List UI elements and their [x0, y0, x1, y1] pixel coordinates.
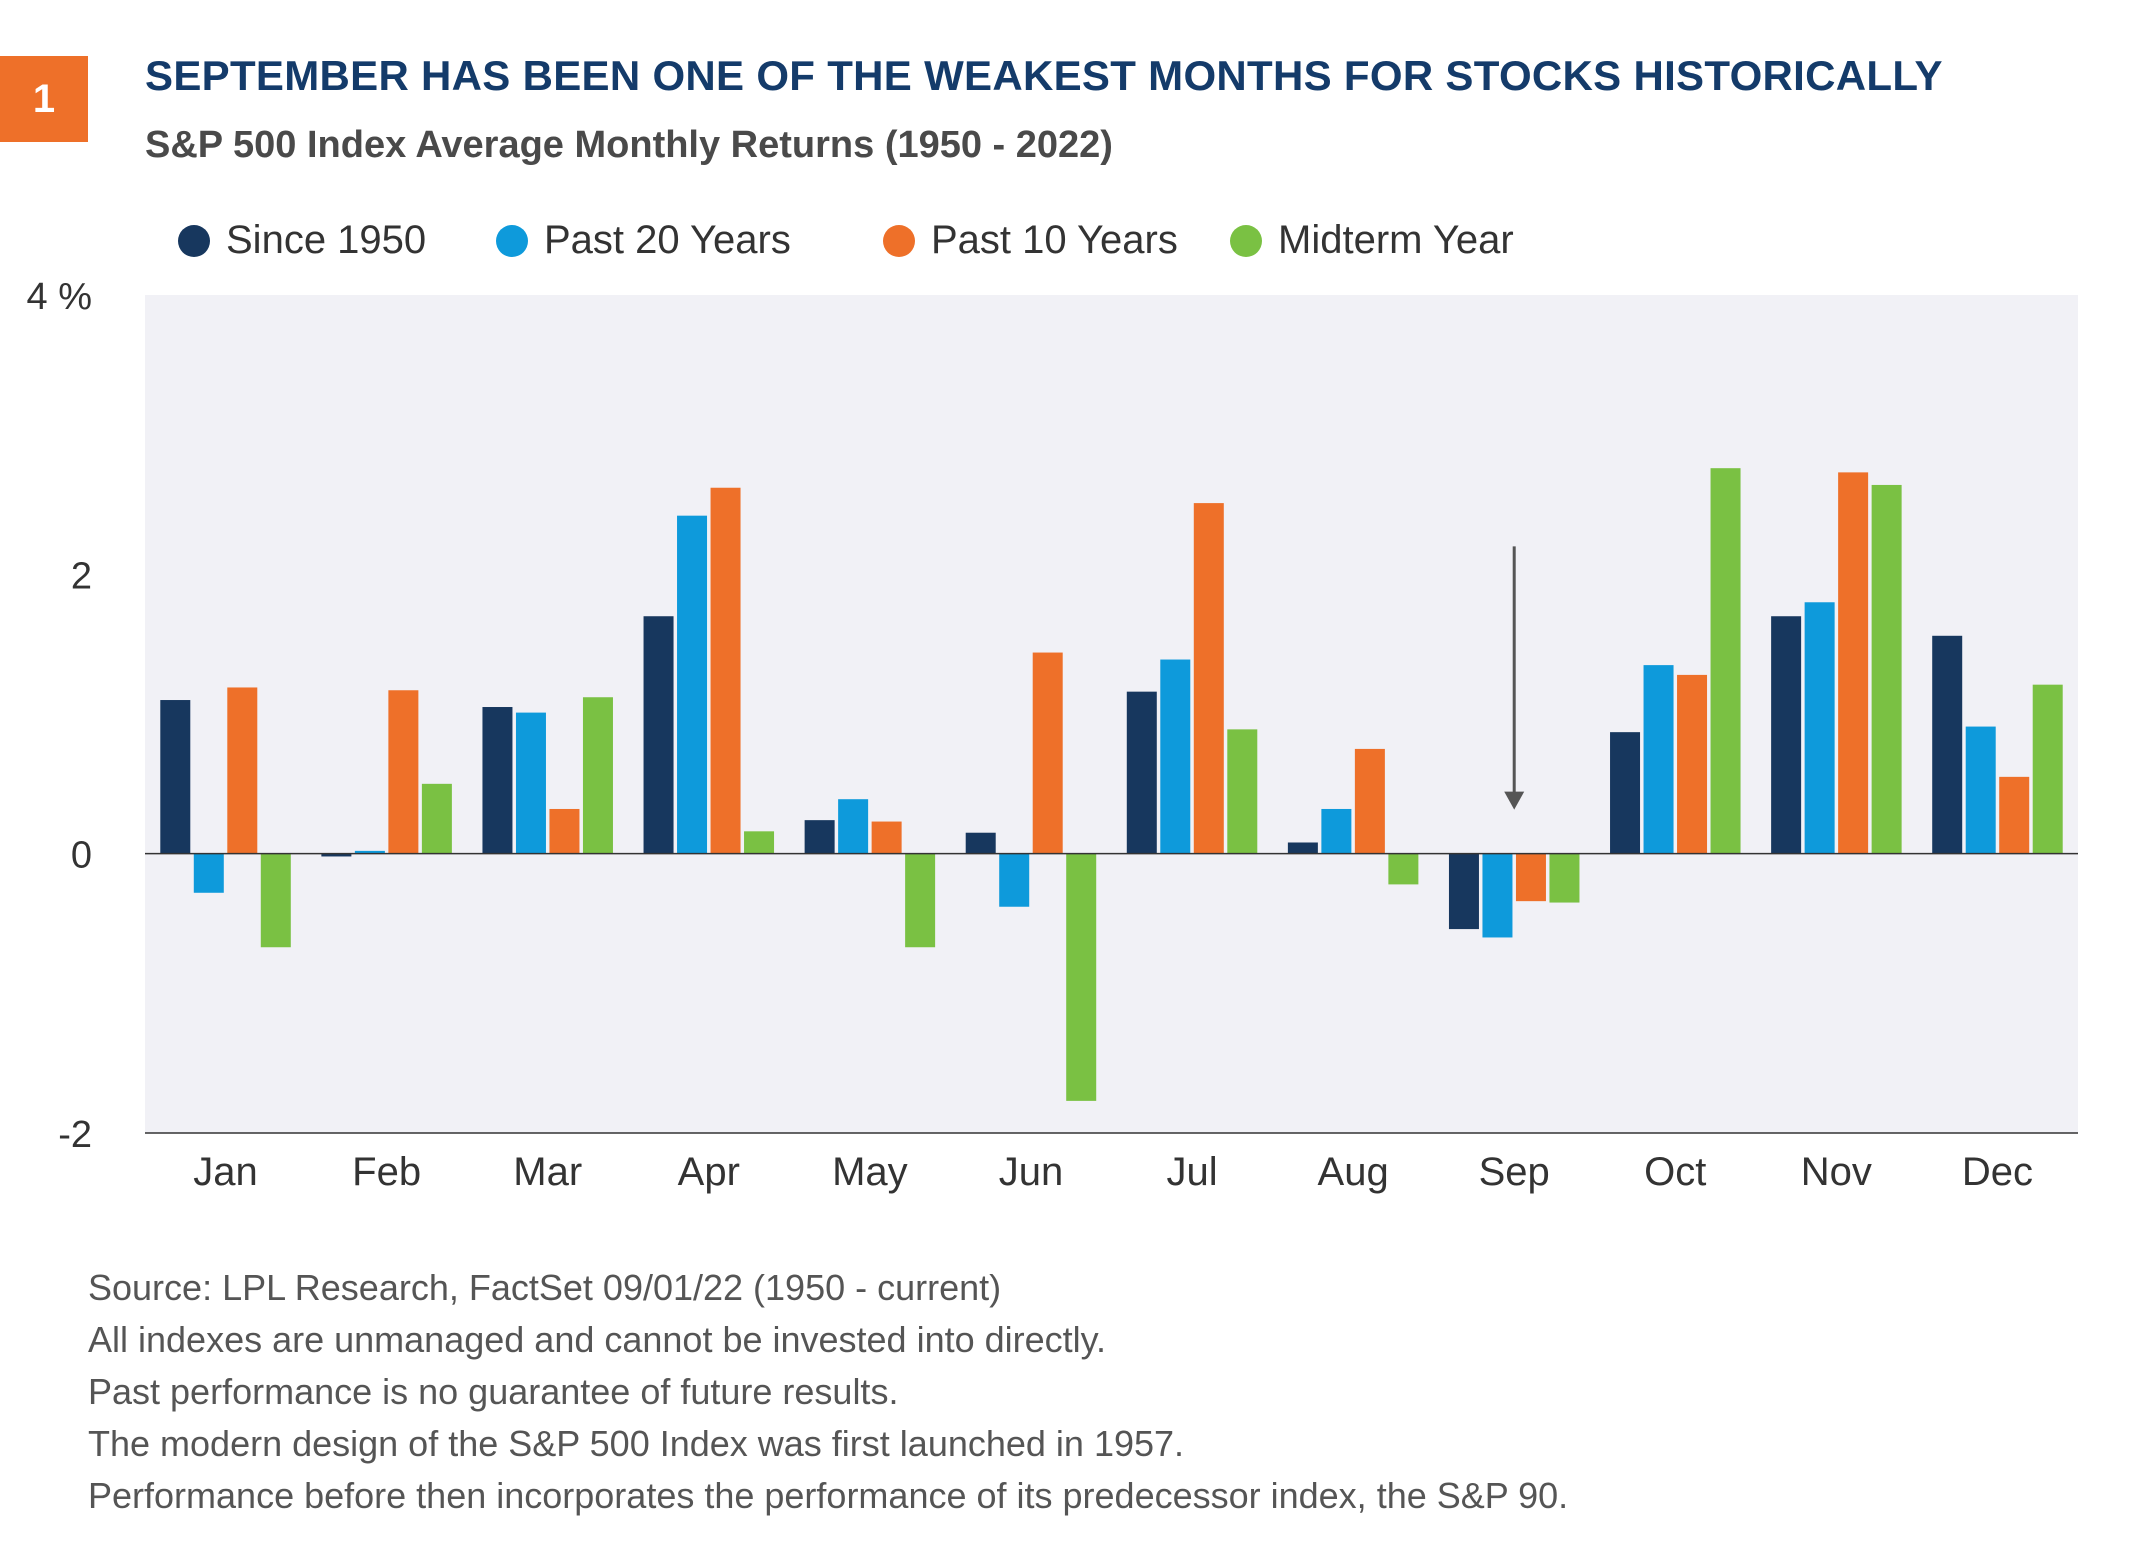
- bar-since-1950: [1610, 732, 1641, 854]
- disclaimer-line: The modern design of the S&P 500 Index w…: [88, 1423, 1185, 1464]
- x-tick-label: Jan: [193, 1150, 258, 1194]
- disclaimer-line: Past performance is no guarantee of futu…: [88, 1371, 899, 1412]
- legend-label: Past 10 Years: [931, 218, 1178, 262]
- bar-midterm-year: [2032, 684, 2063, 854]
- x-tick-label: Jul: [1166, 1150, 1217, 1194]
- bar-past-10-years: [1354, 748, 1385, 854]
- x-tick-label: Nov: [1801, 1150, 1872, 1194]
- bar-since-1950: [482, 707, 513, 854]
- x-tick-label: Jun: [999, 1150, 1064, 1194]
- bar-midterm-year: [1066, 853, 1097, 1101]
- bar-past-20-years: [677, 515, 708, 854]
- bar-midterm-year: [1388, 853, 1419, 885]
- x-tick-label: Sep: [1479, 1150, 1550, 1194]
- legend-label: Past 20 Years: [544, 218, 791, 262]
- y-tick-label: 0: [71, 835, 92, 877]
- bar-since-1950: [804, 820, 835, 854]
- bar-past-20-years: [193, 853, 224, 893]
- x-tick-label: Apr: [678, 1150, 740, 1194]
- chart-title: SEPTEMBER HAS BEEN ONE OF THE WEAKEST MO…: [145, 52, 1943, 99]
- bar-midterm-year: [905, 853, 936, 948]
- disclaimer-line: Performance before then incorporates the…: [88, 1475, 1569, 1516]
- bar-since-1950: [965, 832, 996, 854]
- legend-label: Midterm Year: [1278, 218, 1514, 262]
- bar-midterm-year: [744, 831, 775, 854]
- bar-past-10-years: [1515, 853, 1546, 902]
- y-tick-label: -2: [58, 1114, 92, 1156]
- bar-since-1950: [1287, 842, 1318, 854]
- x-tick-label: Aug: [1318, 1150, 1389, 1194]
- bar-past-20-years: [1482, 853, 1513, 938]
- source-line: Source: LPL Research, FactSet 09/01/22 (…: [88, 1267, 1002, 1308]
- bar-since-1950: [321, 853, 352, 857]
- x-tick-label: May: [832, 1150, 908, 1194]
- legend-dot-since-1950: [178, 224, 210, 257]
- legend-label: Since 1950: [226, 218, 427, 262]
- bar-past-20-years: [354, 850, 385, 854]
- source-notes: Source: LPL Research, FactSet 09/01/22 (…: [88, 1262, 1568, 1522]
- bar-midterm-year: [260, 853, 291, 948]
- disclaimer-line: All indexes are unmanaged and cannot be …: [88, 1319, 1106, 1360]
- annotation-arrow-head: [1504, 791, 1525, 810]
- legend-dot-past-20-years: [496, 224, 528, 257]
- plot-area: [145, 295, 2078, 1133]
- figure-number-badge: 1: [0, 56, 88, 142]
- bar-past-10-years: [1193, 503, 1224, 854]
- legend-item-past-10-years: Past 10 Years: [883, 218, 1178, 263]
- bar-midterm-year: [1227, 729, 1258, 854]
- bar-past-20-years: [1321, 808, 1352, 854]
- bar-past-10-years: [871, 821, 902, 854]
- y-tick-label: 2: [71, 555, 92, 597]
- bar-past-10-years: [710, 487, 741, 854]
- bar-past-20-years: [1160, 659, 1191, 854]
- legend-item-past-20-years: Past 20 Years: [496, 218, 791, 263]
- bar-past-20-years: [515, 712, 546, 854]
- x-tick-label: Oct: [1644, 1150, 1706, 1194]
- bar-since-1950: [1126, 691, 1157, 854]
- legend-item-since-1950: Since 1950: [178, 218, 426, 263]
- bar-past-20-years: [1965, 726, 1996, 854]
- bar-midterm-year: [1871, 484, 1902, 854]
- bar-midterm-year: [1549, 853, 1580, 903]
- bar-since-1950: [1932, 635, 1963, 854]
- bar-past-20-years: [1643, 665, 1674, 854]
- legend-dot-midterm-year: [1230, 224, 1262, 257]
- bar-midterm-year: [582, 697, 613, 854]
- x-tick-label: Feb: [352, 1150, 421, 1194]
- bar-midterm-year: [1710, 468, 1741, 854]
- bar-past-10-years: [1677, 674, 1708, 854]
- legend-dot-past-10-years: [883, 224, 915, 257]
- bar-past-10-years: [1032, 652, 1063, 854]
- bar-past-10-years: [227, 687, 258, 854]
- bar-since-1950: [643, 616, 674, 854]
- bar-since-1950: [1771, 616, 1802, 854]
- bar-past-20-years: [838, 799, 869, 854]
- chart-subtitle: S&P 500 Index Average Monthly Returns (1…: [145, 124, 1113, 166]
- y-tick-label: 4 %: [27, 276, 92, 318]
- legend-item-midterm-year: Midterm Year: [1230, 218, 1514, 263]
- bar-since-1950: [160, 700, 191, 854]
- bar-midterm-year: [421, 783, 452, 854]
- bar-past-10-years: [1838, 472, 1869, 854]
- bar-past-10-years: [549, 808, 580, 854]
- bar-since-1950: [1448, 853, 1479, 930]
- bar-past-20-years: [1804, 602, 1835, 854]
- bar-past-20-years: [999, 853, 1030, 907]
- bar-past-10-years: [388, 690, 419, 854]
- x-tick-label: Dec: [1962, 1150, 2033, 1194]
- bar-past-10-years: [1999, 776, 2030, 854]
- x-tick-label: Mar: [513, 1150, 582, 1194]
